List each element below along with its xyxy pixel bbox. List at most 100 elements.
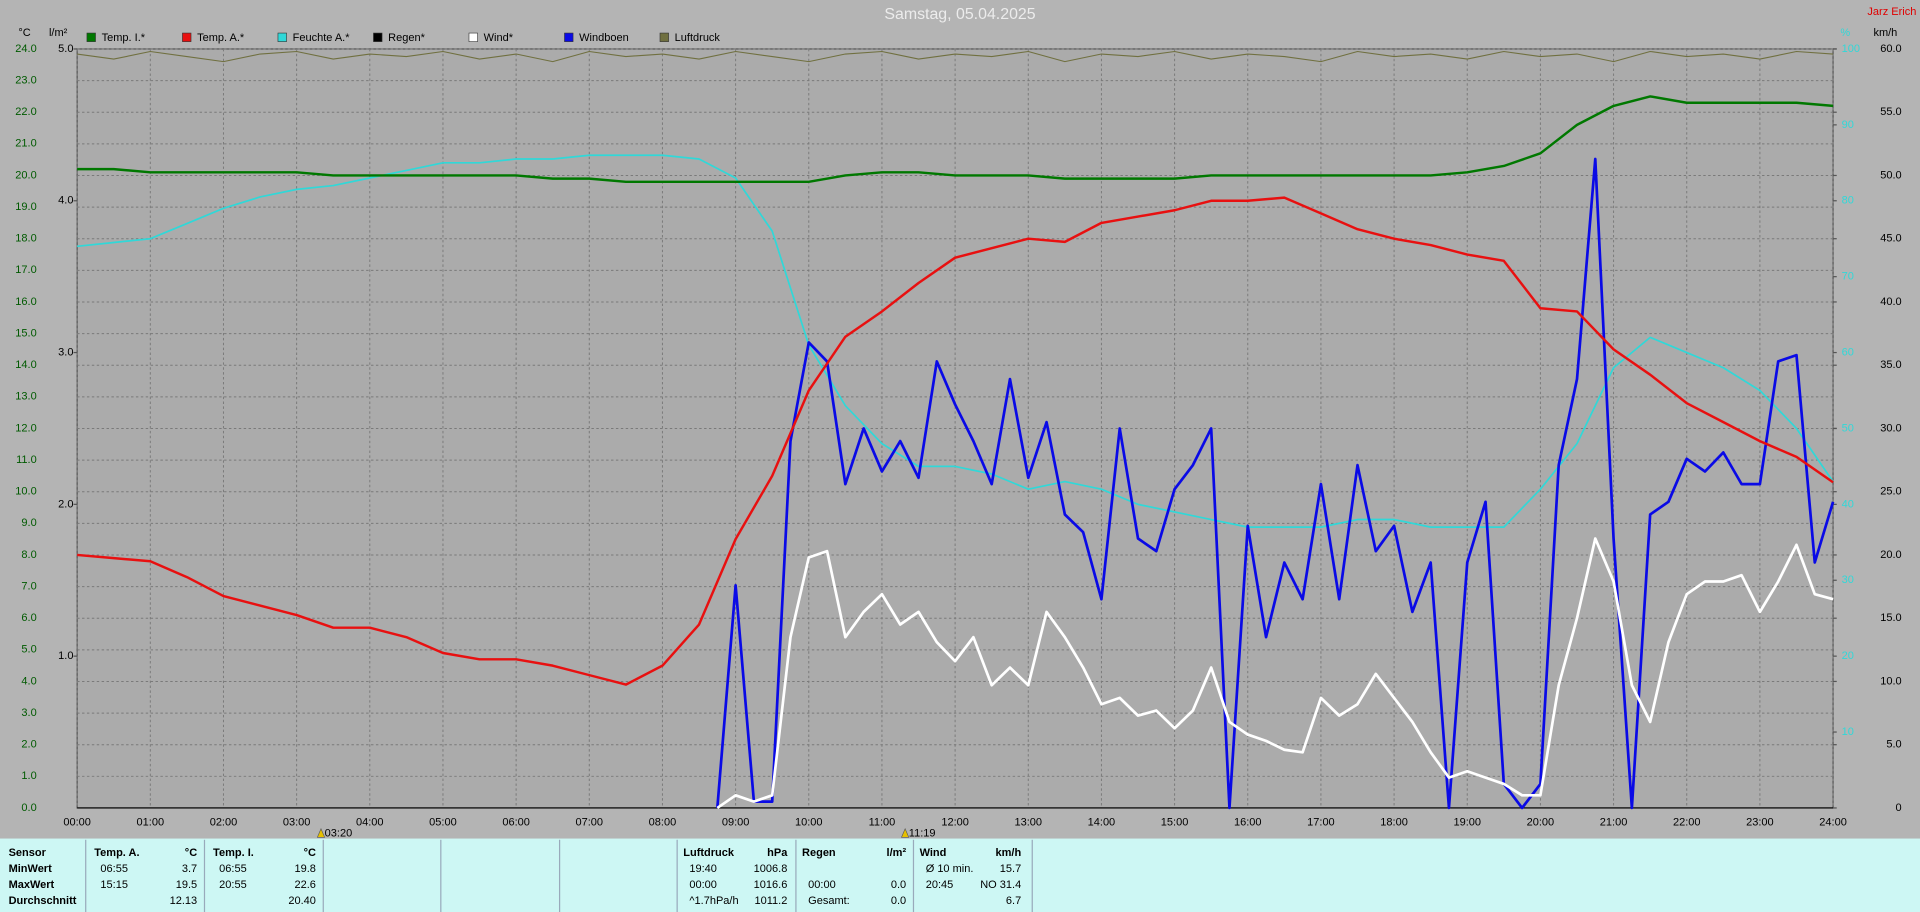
cell-value: 0.0	[891, 895, 906, 907]
y3-tick-label: 90	[1842, 119, 1854, 131]
legend-label: Temp. A.*	[197, 32, 245, 44]
x-tick-label: 08:00	[649, 817, 677, 829]
x-tick-label: 13:00	[1014, 817, 1042, 829]
y2-tick-label: 45.0	[1880, 233, 1901, 245]
y-tick-label: 2.0	[21, 739, 36, 751]
cell-value: 19.5	[176, 879, 197, 891]
unit-label: °C	[18, 27, 30, 39]
cell-value: 12.13	[170, 895, 198, 907]
x-tick-label: 12:00	[941, 817, 969, 829]
y-tick-label: 5.0	[21, 644, 36, 656]
cell-label: 06:55	[100, 863, 128, 875]
cell-label: 20:55	[219, 879, 247, 891]
legend-swatch	[468, 32, 478, 42]
y-tick-label: 14.0	[15, 359, 36, 371]
cell-label: ^1.7hPa/h	[689, 895, 738, 907]
stats-table: Sensor MinWert MaxWert Durchschnitt Temp. A.…	[9, 839, 1033, 912]
row-label: Sensor	[9, 847, 47, 859]
y-tick-label: 17.0	[15, 264, 36, 276]
y-tick-label: 8.0	[21, 549, 36, 561]
cell-value: 1016.6	[754, 879, 788, 891]
series-line	[77, 154, 1834, 528]
y-tick-label: 12.0	[15, 422, 36, 434]
x-tick-label: 02:00	[210, 817, 238, 829]
cell-value: 19.8	[294, 863, 315, 875]
marker-label: 03:20	[325, 828, 353, 840]
cell-value: 1006.8	[754, 863, 788, 875]
legend-label: Feuchte A.*	[293, 32, 351, 44]
y-tick-label: 23.0	[15, 74, 36, 86]
cell-label: 19:40	[689, 863, 717, 875]
y-tick-label: 13.0	[15, 391, 36, 403]
row-label: Durchschnitt	[9, 895, 77, 907]
cell-value: 22.6	[294, 879, 315, 891]
y-tick-label: 3.0	[21, 707, 36, 719]
cell-label: Ø 10 min.	[926, 863, 974, 875]
marker-label: 11:19	[909, 828, 936, 840]
group-header: Wind	[920, 847, 947, 859]
y-tick-label: 4.0	[21, 675, 36, 687]
group-header: Regen	[802, 847, 836, 859]
x-tick-label: 03:00	[283, 817, 311, 829]
y-tick-label: 16.0	[15, 296, 36, 308]
y-tick-label: 15.0	[15, 327, 36, 339]
x-tick-label: 15:00	[1161, 817, 1189, 829]
cell-label: 00:00	[808, 879, 836, 891]
group-unit: km/h	[996, 847, 1022, 859]
cell-value: 1011.2	[755, 895, 788, 907]
legend-label: Luftdruck	[675, 32, 721, 44]
y4-tick-label: 3.0	[58, 346, 73, 358]
x-tick-label: 07:00	[576, 817, 604, 829]
y-tick-label: 21.0	[15, 138, 36, 150]
series-line	[716, 537, 1834, 810]
series-line	[77, 50, 1834, 63]
group-unit: hPa	[767, 847, 788, 859]
x-tick-label: 17:00	[1307, 817, 1335, 829]
labels: 00:00 01:00 02:00 03:00 04:00 05:00 06:00 07:00…	[15, 32, 1901, 840]
y-tick-label: 1.0	[21, 770, 36, 782]
y4-tick-label: 1.0	[58, 650, 73, 662]
y4-tick-label: 5.0	[58, 43, 73, 55]
x-tick-label: 04:00	[356, 817, 384, 829]
cell-value: 0.0	[891, 879, 906, 891]
x-tick-label: 01:00	[137, 817, 165, 829]
x-tick-label: 10:00	[795, 817, 823, 829]
legend-label: Temp. I.*	[102, 32, 146, 44]
legend-label: Regen*	[388, 32, 425, 44]
x-tick-label: 18:00	[1380, 817, 1408, 829]
unit-label: km/h	[1873, 27, 1897, 39]
y2-tick-label: 55.0	[1880, 106, 1901, 118]
cell-label: Gesamt:	[808, 895, 850, 907]
x-tick-label: 20:00	[1527, 817, 1555, 829]
x-tick-label: 05:00	[429, 817, 457, 829]
stats-panel	[0, 838, 1920, 912]
series-line	[77, 196, 1834, 686]
cell-value: 20.40	[288, 895, 316, 907]
row-label: MinWert	[9, 863, 53, 875]
x-tick-label: 23:00	[1746, 817, 1774, 829]
x-tick-label: 22:00	[1673, 817, 1701, 829]
x-tick-label: 14:00	[1088, 817, 1116, 829]
legend-swatch	[373, 32, 383, 42]
group-unit: °C	[304, 847, 316, 859]
y3-tick-label: 60	[1842, 346, 1854, 358]
y3-tick-label: 20	[1842, 650, 1854, 662]
y2-tick-label: 25.0	[1880, 486, 1901, 498]
legend-swatch	[659, 32, 669, 42]
group-unit: °C	[185, 847, 197, 859]
y3-tick-label: 40	[1842, 498, 1854, 510]
y4-tick-label: 4.0	[58, 195, 73, 207]
x-tick-label: 21:00	[1600, 817, 1628, 829]
series-line	[77, 95, 1834, 184]
y-tick-label: 20.0	[15, 169, 36, 181]
marker-icon	[316, 827, 326, 838]
x-tick-label: 00:00	[63, 817, 91, 829]
chart-title: Samstag, 05.04.2025	[884, 6, 1035, 23]
x-tick-label: 16:00	[1234, 817, 1262, 829]
y2-tick-label: 15.0	[1880, 612, 1901, 624]
y-tick-label: 9.0	[21, 517, 36, 529]
cell-label: 20:45	[926, 879, 954, 891]
y-tick-label: 22.0	[15, 106, 36, 118]
cell-value: 3.7	[182, 863, 197, 875]
